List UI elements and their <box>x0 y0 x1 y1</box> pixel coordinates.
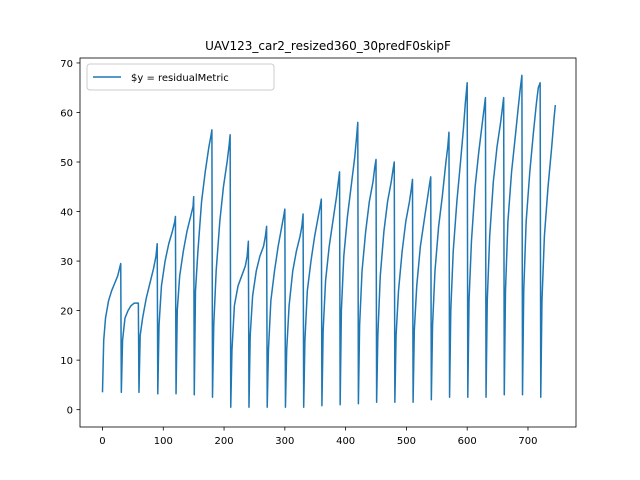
plot-frame <box>79 57 577 428</box>
x-tick-label: 600 <box>458 436 477 447</box>
x-tick-label: 300 <box>275 436 294 447</box>
chart-title: UAV123_car2_resized360_30predF0skipF <box>205 39 451 53</box>
y-axis-ticks: 0 10 20 30 40 50 60 70 <box>60 59 80 417</box>
x-tick-label: 500 <box>397 436 416 447</box>
x-tick-label: 200 <box>215 436 234 447</box>
x-tick-label: 700 <box>518 436 537 447</box>
legend-box <box>86 63 275 91</box>
y-tick-label: 50 <box>60 158 73 169</box>
x-tick-label: 100 <box>154 436 173 447</box>
x-tick-label: 0 <box>99 436 105 447</box>
y-tick-label: 40 <box>60 208 73 219</box>
y-tick-label: 70 <box>60 59 73 70</box>
y-tick-label: 20 <box>60 307 73 318</box>
y-tick-label: 10 <box>60 356 73 367</box>
series-line <box>101 74 557 408</box>
legend-label: $y = residualMetric <box>131 73 229 84</box>
legend: $y = residualMetric <box>86 63 275 91</box>
x-tick-label: 400 <box>336 436 355 447</box>
x-axis-ticks: 0 100 200 300 400 500 600 700 <box>99 427 538 447</box>
y-tick-label: 60 <box>60 108 73 119</box>
y-tick-label: 0 <box>67 406 73 417</box>
y-tick-label: 30 <box>60 257 73 268</box>
series-lines <box>101 74 557 408</box>
